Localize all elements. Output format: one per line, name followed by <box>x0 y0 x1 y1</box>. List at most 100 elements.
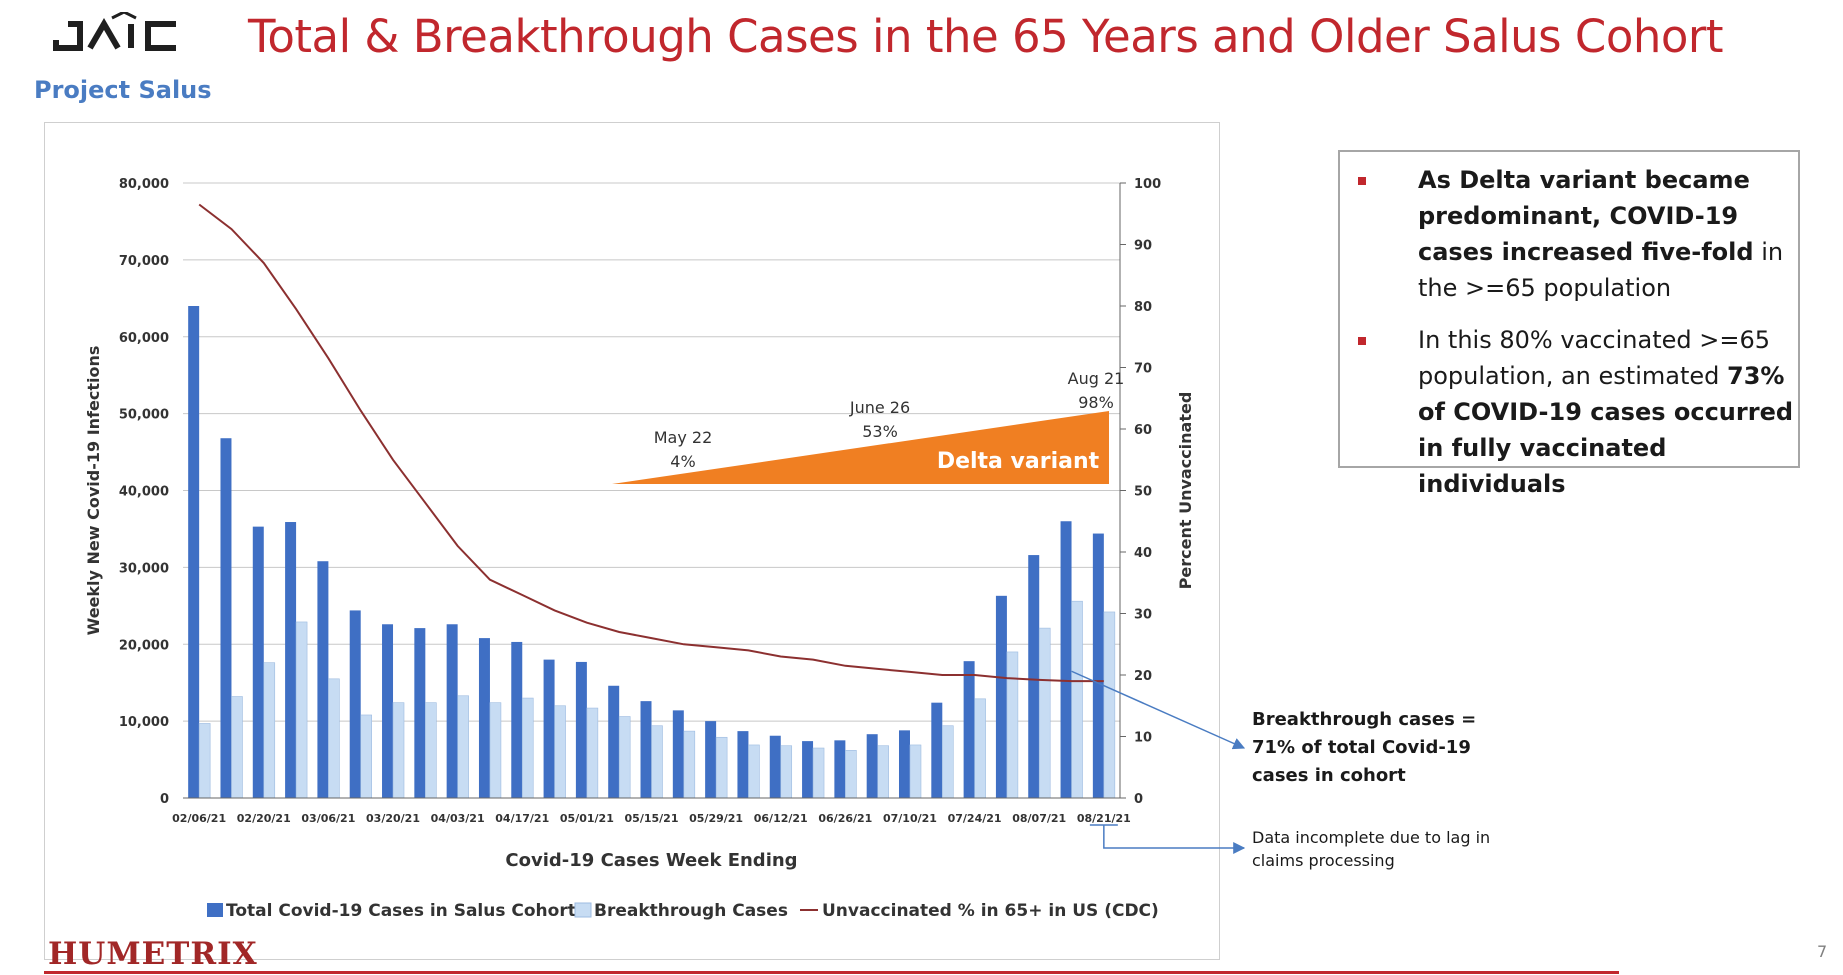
breakthrough-cases-bar <box>1071 600 1083 799</box>
legend-label-total: Total Covid-19 Cases in Salus Cohort <box>226 901 576 921</box>
y-tick-label: 10,000 <box>119 715 169 730</box>
breakthrough-cases-bar <box>780 745 793 799</box>
breakthrough-cases-bar <box>651 725 663 799</box>
breakthrough-cases-bar <box>909 744 922 799</box>
y2-tick-label: 80 <box>1134 300 1152 315</box>
x-tick-label: 06/12/21 <box>754 812 808 825</box>
x-tick-label: 03/20/21 <box>366 812 420 825</box>
delta-date-label: May 22 <box>654 428 713 447</box>
breakthrough-cases-bar <box>748 744 760 799</box>
total-cases-bar <box>220 438 232 798</box>
y-axis-title: Weekly New Covid-19 Infections <box>84 346 103 636</box>
y2-tick-label: 20 <box>1134 669 1152 684</box>
breakthrough-cases-bar <box>425 702 437 799</box>
total-cases-bar <box>414 628 426 798</box>
y-tick-label: 0 <box>160 792 169 807</box>
x-tick-label: 02/06/21 <box>172 812 226 825</box>
breakthrough-cases-bar <box>554 705 566 799</box>
legend-swatch-total <box>207 903 223 917</box>
total-cases-bar <box>963 661 975 798</box>
y-tick-label: 60,000 <box>119 331 169 346</box>
total-cases-bar <box>252 526 264 798</box>
y-tick-label: 80,000 <box>119 177 169 192</box>
delta-variant-label: Delta variant <box>937 449 1100 474</box>
x-tick-label: 07/24/21 <box>948 812 1002 825</box>
breakthrough-cases-bar <box>360 714 372 799</box>
page-number: 7 <box>1817 942 1828 961</box>
breakthrough-cases-bar <box>231 696 243 799</box>
total-cases-bar <box>349 610 361 798</box>
x-tick-label: 08/21/21 <box>1077 812 1131 825</box>
bullet-marker <box>1358 177 1366 185</box>
delta-share-label: 98% <box>1078 393 1114 412</box>
total-cases-bar <box>640 701 652 798</box>
breakthrough-cases-bar <box>586 707 599 799</box>
y-tick-label: 50,000 <box>119 408 169 423</box>
breakthrough-cases-bar <box>974 698 986 799</box>
y2-tick-label: 30 <box>1134 608 1152 623</box>
breakthrough-cases-bar <box>1038 627 1051 799</box>
total-cases-bar <box>866 734 878 798</box>
unvaccinated-line <box>198 203 1104 683</box>
y2-tick-label: 100 <box>1134 177 1161 192</box>
breakthrough-cases-bar <box>845 750 857 799</box>
breakthrough-callout-arrow <box>1071 670 1246 750</box>
breakthrough-cases-bar <box>618 716 631 799</box>
y2-tick-label: 60 <box>1134 423 1152 438</box>
total-cases-bar <box>382 624 394 798</box>
breakthrough-cases-bar <box>1006 651 1019 799</box>
breakthrough-cases-bar <box>457 695 469 799</box>
breakthrough-cases-bar <box>392 702 405 799</box>
y-tick-label: 40,000 <box>119 485 169 500</box>
total-cases-bar <box>188 306 200 798</box>
total-cases-bar <box>995 595 1007 798</box>
x-tick-label: 08/07/21 <box>1012 812 1066 825</box>
y2-tick-label: 50 <box>1134 485 1152 500</box>
x-tick-label: 02/20/21 <box>237 812 291 825</box>
footer-divider <box>44 971 1619 974</box>
legend-label-breakthrough: Breakthrough Cases <box>594 901 788 921</box>
total-cases-bar <box>575 661 587 798</box>
breakthrough-cases-bar <box>295 621 308 799</box>
breakthrough-note: Breakthrough cases = 71% of total Covid-… <box>1252 709 1477 786</box>
x-tick-label: 06/26/21 <box>818 812 872 825</box>
total-cases-bar <box>511 641 523 798</box>
total-cases-bar <box>478 638 490 798</box>
x-tick-label: 03/06/21 <box>301 812 355 825</box>
x-tick-label: 04/03/21 <box>431 812 485 825</box>
total-cases-bar <box>705 721 717 798</box>
x-tick-label: 07/10/21 <box>883 812 937 825</box>
total-cases-bar <box>543 659 555 798</box>
breakthrough-cases-bar <box>263 662 276 799</box>
y-tick-label: 70,000 <box>119 254 169 269</box>
y-tick-label: 20,000 <box>119 638 169 653</box>
x-tick-label: 05/15/21 <box>625 812 679 825</box>
delta-share-label: 4% <box>670 452 695 471</box>
breakthrough-cases-bar <box>328 678 340 799</box>
total-cases-bar <box>1092 533 1104 798</box>
total-cases-bar <box>834 740 846 798</box>
total-cases-bar <box>608 685 620 798</box>
total-cases-bar <box>285 522 297 798</box>
total-cases-bar <box>672 710 684 798</box>
y2-tick-label: 0 <box>1134 792 1143 807</box>
y2-axis-title: Percent Unvaccinated <box>1176 392 1195 590</box>
page-title: Total & Breakthrough Cases in the 65 Yea… <box>248 10 1724 63</box>
breakthrough-cases-bar <box>1103 611 1116 799</box>
chart-frame <box>44 122 1220 960</box>
total-cases-bar <box>898 730 910 798</box>
data-incomplete-note: Data incomplete due to lag in claims pro… <box>1252 828 1491 870</box>
bullet-post: in the >=65 population <box>1418 238 1784 302</box>
delta-date-label: June 26 <box>849 398 910 417</box>
breakthrough-cases-bar <box>812 747 825 799</box>
delta-date-label: Aug 21 <box>1068 369 1125 388</box>
x-axis-title: Covid-19 Cases Week Ending <box>505 850 797 871</box>
breakthrough-cases-bar <box>489 702 502 799</box>
total-cases-bar <box>1028 555 1040 798</box>
total-cases-bar <box>931 702 943 798</box>
breakthrough-cases-bar <box>521 697 534 799</box>
total-cases-bar <box>737 731 749 798</box>
legend-swatch-breakthrough <box>574 902 592 918</box>
humetrix-logo: HUMETRIX <box>48 936 258 972</box>
